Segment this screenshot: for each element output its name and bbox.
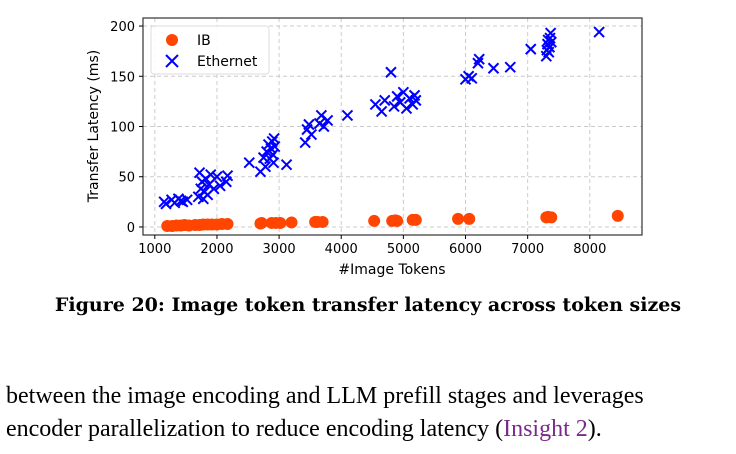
x-tick-label: 8000 — [573, 242, 606, 257]
ethernet-point — [593, 26, 605, 38]
figure-caption: Figure 20: Image token transfer latency … — [54, 294, 682, 316]
y-tick-label: 0 — [127, 221, 135, 236]
ethernet-point — [269, 140, 281, 153]
ib-point — [316, 215, 329, 228]
ethernet-point — [208, 183, 220, 195]
ib-point — [452, 212, 465, 225]
scatter-chart: 1000 2000 3000 4000 5000 6000 7000 8000 0 50 100 15… — [86, 17, 643, 278]
ib-point — [368, 214, 381, 227]
ethernet-point — [385, 66, 397, 78]
body-text: encoder parallelization to reduce encodi… — [6, 416, 504, 442]
ethernet-point — [221, 170, 234, 182]
x-tick-label: 3000 — [263, 242, 296, 257]
ethernet-point — [391, 90, 403, 103]
ib-point — [545, 211, 558, 224]
legend-ib-marker — [166, 34, 178, 46]
insight-2-link[interactable]: Insight 2 — [503, 416, 588, 442]
legend-ethernet-marker — [165, 54, 179, 68]
ethernet-point — [259, 160, 272, 173]
ethernet-point — [305, 128, 318, 141]
body-text-line-1: between the image encoding and LLM prefi… — [6, 383, 644, 409]
ethernet-point — [400, 102, 413, 115]
grid — [143, 18, 642, 235]
ethernet-point — [525, 43, 537, 55]
legend-ib-label: IB — [197, 33, 211, 49]
ethernet-point — [214, 180, 226, 192]
ib-point — [221, 217, 234, 230]
ib-point — [611, 209, 624, 222]
ethernet-point — [303, 118, 315, 131]
legend-box — [150, 25, 270, 75]
ethernet-point — [545, 36, 557, 48]
ethernet-point — [211, 171, 223, 183]
ethernet-point — [375, 105, 388, 118]
ethernet-point — [321, 114, 334, 127]
ethernet-point — [341, 109, 354, 122]
body-text-end: ). — [587, 416, 602, 442]
ethernet-point — [205, 169, 217, 181]
y-axis-label: Transfer Latency (ms) — [86, 50, 102, 203]
x-axis-label: #Image Tokens — [338, 262, 445, 278]
ib-point — [463, 212, 476, 225]
ticks: 1000 2000 3000 4000 5000 6000 7000 8000 0 50 100 15… — [110, 20, 606, 257]
ib-point — [409, 213, 422, 226]
ethernet-point — [299, 136, 311, 149]
ib-point — [274, 216, 287, 229]
legend: IB Ethernet — [150, 25, 270, 75]
ethernet-point — [544, 27, 557, 39]
ethernet-point — [466, 72, 478, 84]
ethernet-point — [487, 62, 500, 74]
y-tick-label: 150 — [110, 70, 135, 85]
ethernet-point — [280, 158, 293, 171]
x-tick-label: 6000 — [449, 242, 482, 257]
ethernet-point — [379, 94, 391, 107]
ethernet-point — [267, 156, 280, 169]
y-tick-label: 200 — [110, 20, 135, 35]
ib-point — [391, 214, 404, 227]
y-tick-label: 50 — [118, 171, 135, 186]
legend-ethernet-label: Ethernet — [197, 54, 258, 70]
ethernet-point — [473, 53, 485, 65]
ib-point — [255, 216, 268, 229]
x-tick-label: 2000 — [200, 242, 233, 257]
x-tick-label: 1000 — [138, 242, 171, 257]
ethernet-point — [181, 194, 193, 206]
ethernet-point — [410, 94, 422, 107]
ethernet-point — [388, 100, 400, 113]
ib-point — [285, 216, 298, 229]
x-tick-label: 5000 — [387, 242, 420, 257]
y-tick-label: 100 — [110, 121, 135, 136]
ethernet-point — [504, 61, 516, 73]
body-text-line-2: encoder parallelization to reduce encodi… — [6, 416, 602, 443]
x-tick-label: 4000 — [325, 242, 358, 257]
ethernet-point — [243, 156, 255, 169]
ethernet-point — [318, 120, 330, 133]
x-tick-label: 7000 — [511, 242, 544, 257]
data-marks — [158, 26, 624, 232]
